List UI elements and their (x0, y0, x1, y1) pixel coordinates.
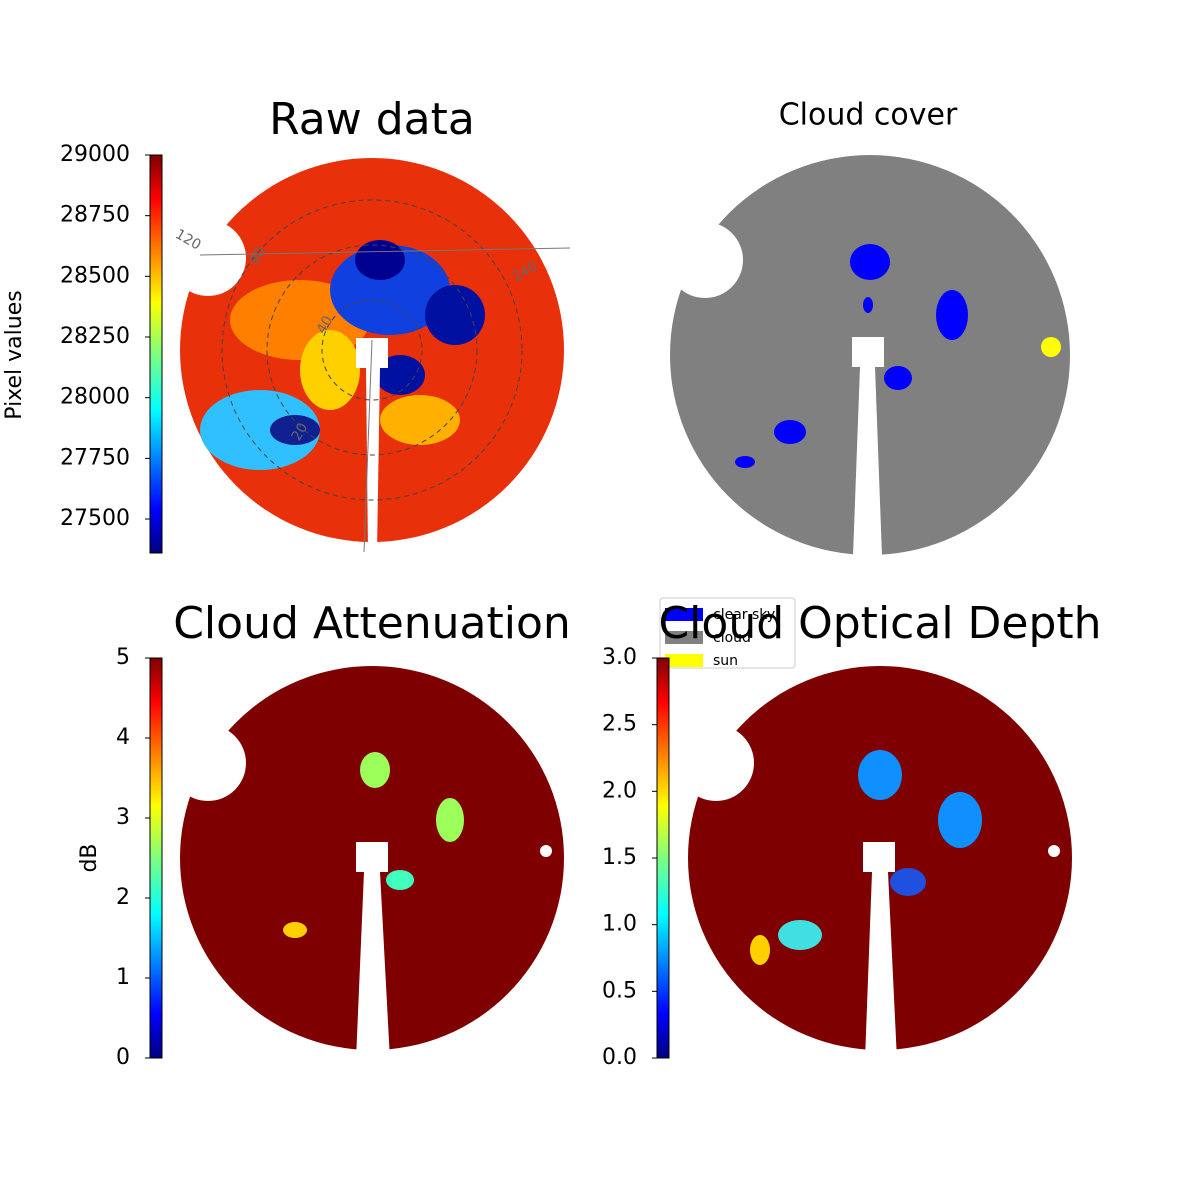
clear-sky-region (863, 297, 873, 313)
colorbar-tick-label: 28250 (60, 324, 130, 349)
colorbar-tick-label: 1.0 (602, 912, 637, 937)
colorbar-label: Pixel values (2, 290, 27, 419)
colorbar-tick-label: 28500 (60, 263, 130, 288)
legend-label: clear sky (713, 607, 775, 623)
colorbar-tick-label: 3.0 (602, 645, 637, 670)
colorbar-tick-label: 2.5 (602, 712, 637, 737)
colorbar (149, 657, 163, 1059)
panel-title: Cloud cover (779, 98, 958, 133)
clear-sky-region (936, 290, 968, 340)
legend-swatch (665, 654, 703, 667)
polar-annotation: 80 (247, 244, 270, 267)
colorbar-tick-label: 1.5 (602, 845, 637, 870)
colorbar-tick-label: 2 (116, 885, 130, 910)
panel-title: Raw data (269, 94, 475, 145)
colorbar-tick-label: 0 (116, 1045, 130, 1070)
colorbar-tick-label: 27500 (60, 506, 130, 531)
colorbar-tick-label: 29000 (60, 142, 130, 167)
clear-sky-region (735, 456, 755, 468)
colorbar-tick-label: 0.0 (602, 1045, 637, 1070)
clear-sky-region (884, 366, 912, 390)
colorbar-tick-label: 3 (116, 805, 130, 830)
optical-depth-image (668, 666, 1072, 1060)
sun-marker (1041, 337, 1061, 357)
colorbar-tick-label: 2.0 (602, 778, 637, 803)
polar-annotation: 20 (289, 420, 312, 443)
colorbar (149, 154, 163, 554)
cloud-cover-image (660, 155, 1070, 556)
colorbar-tick-label: 28000 (60, 385, 130, 410)
clear-sky-region (774, 420, 806, 444)
legend-swatch (665, 631, 703, 644)
legend-label: cloud (713, 630, 751, 646)
colorbar-tick-label: 4 (116, 725, 130, 750)
colorbar-tick-label: 1 (116, 965, 130, 990)
legend-label: sun (713, 653, 738, 669)
clear-sky-region (850, 244, 890, 280)
polar-annotation: 40 (314, 313, 337, 336)
legend-swatch (665, 608, 703, 621)
colorbar-tick-label: 28750 (60, 203, 130, 228)
colorbar-tick-label: 27750 (60, 445, 130, 470)
raw-image (160, 158, 571, 553)
attenuation-image (160, 666, 564, 1060)
colorbar-label: dB (77, 843, 102, 872)
panel-title: Cloud Attenuation (173, 598, 571, 649)
colorbar-tick-label: 0.5 (602, 978, 637, 1003)
colorbar (656, 657, 670, 1059)
colorbar-tick-label: 5 (116, 645, 130, 670)
panel-title: Cloud Optical Depth (658, 598, 1101, 649)
